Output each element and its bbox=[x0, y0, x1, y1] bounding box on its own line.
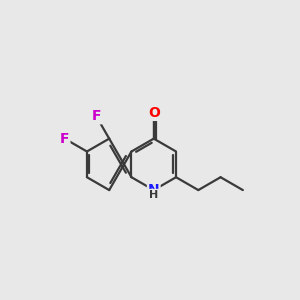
Text: O: O bbox=[148, 106, 160, 120]
Text: F: F bbox=[60, 132, 69, 145]
Text: N: N bbox=[148, 183, 160, 197]
Text: H: H bbox=[149, 190, 158, 200]
Text: F: F bbox=[92, 110, 101, 123]
